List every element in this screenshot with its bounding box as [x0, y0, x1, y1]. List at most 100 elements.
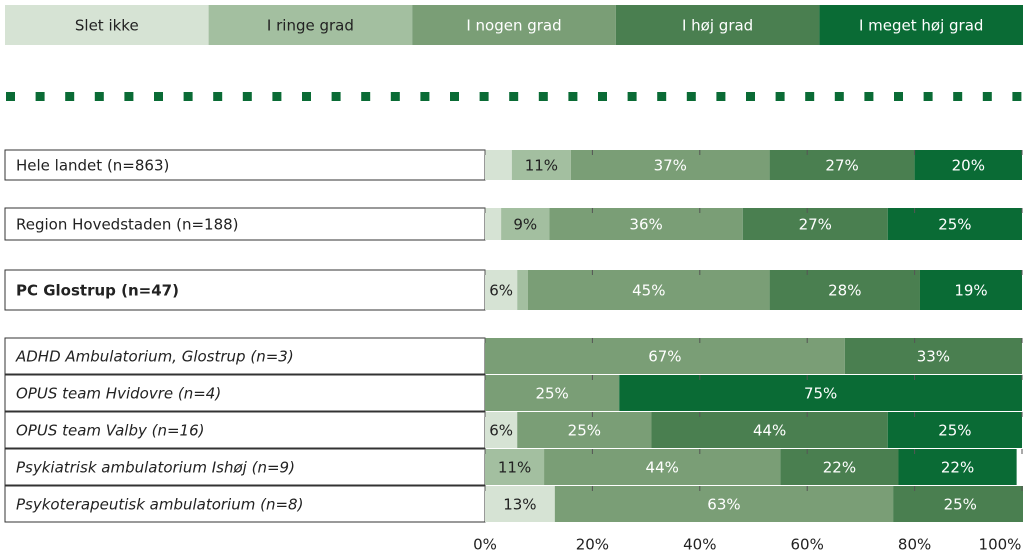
bar-segment: [651, 412, 888, 448]
bar-value-label: 45%: [632, 282, 665, 300]
bar-value-label: 11%: [525, 157, 558, 175]
divider-dot: [834, 92, 844, 101]
x-tick-label: 60%: [791, 536, 824, 554]
divider-dot: [213, 92, 223, 101]
bar-segment: [485, 486, 555, 522]
x-tick-label: 0%: [473, 536, 497, 554]
bar-value-label: 25%: [938, 422, 971, 440]
divider-dot: [923, 92, 933, 101]
divider-dot: [124, 92, 134, 101]
divider-dot: [805, 92, 815, 101]
divider-dot: [746, 92, 755, 101]
divider-dot: [65, 92, 75, 101]
bar-segment: [501, 208, 550, 240]
bar-segment: [485, 270, 518, 310]
bar-segment: [769, 270, 920, 310]
divider-dot: [154, 92, 163, 101]
divider-dot: [450, 92, 459, 101]
bar-value-label: 6%: [489, 282, 513, 300]
legend-swatch: [5, 5, 209, 45]
row-label: Psykoterapeutisk ambulatorium (n=8): [16, 496, 303, 514]
bar-value-label: 25%: [938, 216, 971, 234]
divider-dot: [183, 92, 193, 101]
row-label: PC Glostrup (n=47): [16, 282, 179, 300]
legend-swatch: [819, 5, 1023, 45]
divider-dot: [982, 92, 992, 101]
divider-dot: [627, 92, 637, 101]
legend-swatch: [615, 5, 820, 45]
divider-dot: [331, 92, 341, 101]
bar-segment: [554, 486, 894, 522]
row-label: Psykiatrisk ambulatorium Ishøj (n=9): [16, 459, 295, 477]
divider-dot: [479, 92, 489, 101]
bar-segment: [742, 208, 888, 240]
bar-segment: [549, 208, 743, 240]
bar-segment: [485, 449, 545, 485]
bar-segment: [517, 270, 528, 310]
bar-value-label: 22%: [941, 459, 974, 477]
divider-dot: [568, 92, 578, 101]
divider-dot: [1012, 92, 1022, 101]
bar-segment: [527, 270, 770, 310]
divider-dot: [716, 92, 726, 101]
bar-segment: [898, 449, 1017, 485]
bar-value-label: 13%: [503, 496, 536, 514]
divider-dot: [420, 92, 430, 101]
bar-segment: [517, 412, 652, 448]
row-label: OPUS team Hvidovre (n=4): [16, 385, 221, 403]
divider-dot: [953, 92, 963, 101]
bar-value-label: 6%: [489, 422, 513, 440]
bar-segment: [485, 412, 518, 448]
divider-dot: [509, 92, 519, 101]
bar-segment: [919, 270, 1022, 310]
row-label: ADHD Ambulatorium, Glostrup (n=3): [15, 348, 294, 366]
bar-value-label: 11%: [498, 459, 531, 477]
bar-segment: [570, 150, 770, 180]
bar-value-label: 25%: [535, 385, 568, 403]
bar-value-label: 37%: [654, 157, 687, 175]
bar-value-label: 20%: [952, 157, 985, 175]
row-label: Hele landet (n=863): [16, 157, 169, 175]
bar-value-label: 44%: [646, 459, 679, 477]
bar-value-label: 22%: [823, 459, 856, 477]
bar-value-label: 9%: [513, 216, 537, 234]
divider-dot: [6, 92, 15, 101]
divider-dot: [538, 92, 548, 101]
bar-segment: [893, 486, 1023, 522]
divider-dot: [302, 92, 311, 101]
bar-segment: [619, 375, 1022, 411]
bar-value-label: 27%: [825, 157, 858, 175]
row-label: Region Hovedstaden (n=188): [16, 216, 239, 234]
bar-segment: [485, 150, 512, 180]
bar-value-label: 36%: [629, 216, 662, 234]
divider-dot: [242, 92, 252, 101]
divider-dot: [598, 92, 607, 101]
bar-segment: [914, 150, 1022, 180]
bar-segment: [485, 375, 620, 411]
divider-dot: [686, 92, 696, 101]
legend-label: I ringe grad: [267, 17, 354, 35]
x-tick-label: 40%: [683, 536, 716, 554]
divider-dot: [657, 92, 667, 101]
divider-dot: [94, 92, 104, 101]
legend-label: I høj grad: [682, 17, 753, 35]
bar-segment: [887, 208, 1022, 240]
legend-label: I nogen grad: [466, 17, 561, 35]
row-label: OPUS team Valby (n=16): [16, 422, 205, 440]
bar-segment: [511, 150, 571, 180]
bar-segment: [485, 208, 502, 240]
bar-value-label: 75%: [804, 385, 837, 403]
divider-dot: [361, 92, 371, 101]
bar-value-label: 25%: [944, 496, 977, 514]
bar-value-label: 25%: [568, 422, 601, 440]
bar-value-label: 63%: [707, 496, 740, 514]
divider-dot: [864, 92, 874, 101]
x-tick-label: 80%: [898, 536, 931, 554]
legend-label: Slet ikke: [75, 17, 139, 35]
bar-value-label: 27%: [799, 216, 832, 234]
divider-dot: [390, 92, 400, 101]
legend-swatch: [208, 5, 413, 45]
bar-value-label: 67%: [648, 348, 681, 366]
bar-segment: [887, 412, 1022, 448]
